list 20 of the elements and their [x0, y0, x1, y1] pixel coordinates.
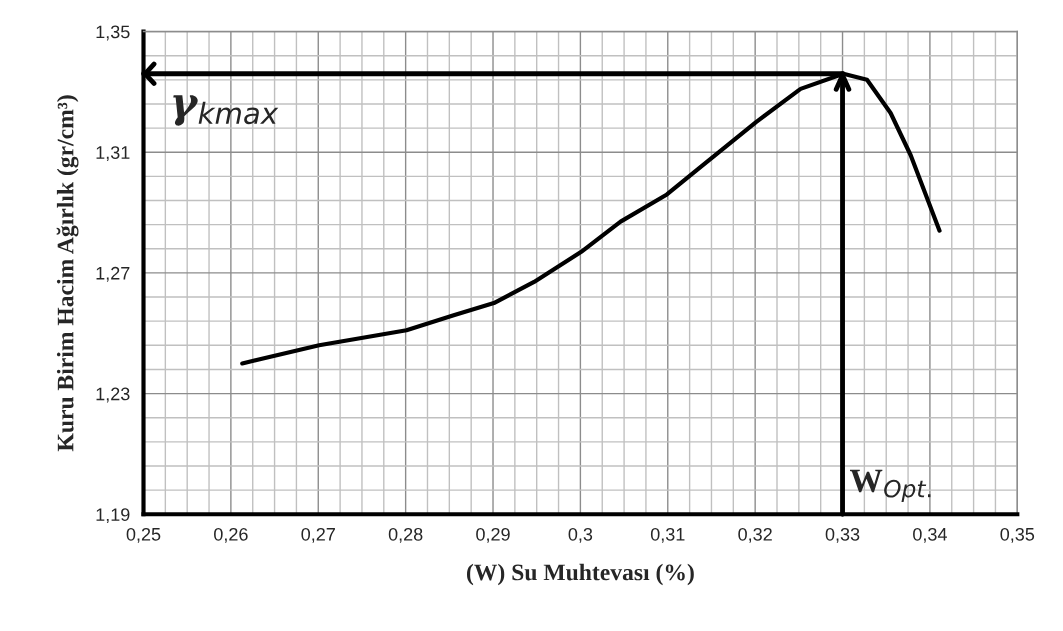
x-tick-label: 0,27 — [301, 527, 335, 543]
y-axis-title: Kuru Birim Hacim Ağırlık (gr/cm³) — [56, 95, 79, 452]
x-axis-title: (W) Su Muhtevası (%) — [466, 563, 694, 586]
x-tick-label: 0,3 — [568, 527, 593, 543]
y-tick-label: 1,35 — [96, 25, 130, 41]
x-tick-label: 0,31 — [650, 527, 685, 543]
x-tick-label: 0,25 — [126, 527, 161, 543]
y-tick-label: 1,23 — [96, 387, 130, 403]
x-tick-label: 0,26 — [214, 527, 248, 543]
y-tick-label: 1,27 — [96, 266, 130, 282]
x-tick-label: 0,34 — [913, 527, 947, 543]
ref-line-label: W$_{Opt.}$ — [850, 469, 931, 503]
x-tick-label: 0,35 — [1000, 527, 1035, 543]
y-tick-label: 1,19 — [96, 508, 130, 524]
legend-label: γ$_{kmax}$ — [173, 95, 279, 126]
x-tick-label: 0,33 — [825, 527, 860, 543]
x-tick-label: 0,29 — [476, 527, 510, 543]
x-tick-label: 0,32 — [738, 527, 772, 543]
x-tick-label: 0,28 — [388, 527, 423, 543]
y-tick-label: 1,31 — [96, 146, 130, 162]
